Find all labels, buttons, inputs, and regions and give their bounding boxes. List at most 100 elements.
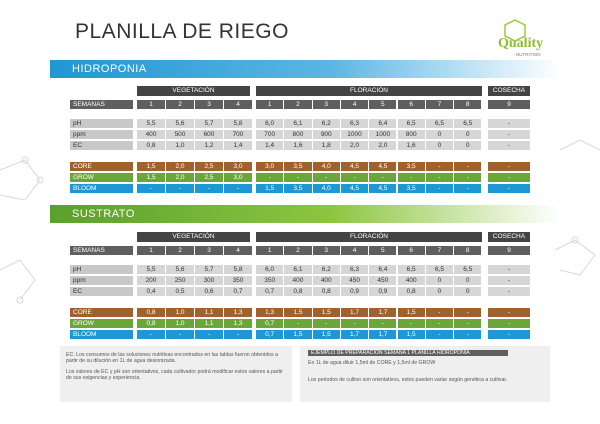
cell-value: 450 bbox=[369, 276, 397, 285]
cell-value: 0,7 bbox=[256, 287, 284, 296]
cell-value: 0,5 bbox=[166, 287, 194, 296]
cell-value: 1 bbox=[256, 246, 284, 255]
cell-value: 6,4 bbox=[369, 265, 397, 274]
cell-value: - bbox=[312, 173, 340, 182]
cell-value: 2,0 bbox=[166, 173, 194, 182]
note-text: En 1L de agua diluir 1,5ml de CORE y 1,5… bbox=[308, 360, 436, 366]
cell-value: 800 bbox=[397, 130, 425, 139]
cell-value: 5,8 bbox=[224, 265, 252, 274]
cell-value: - bbox=[488, 287, 530, 296]
cell-value: 1,5 bbox=[284, 308, 312, 317]
cell-value: - bbox=[195, 184, 223, 193]
cell-value: 9 bbox=[488, 246, 530, 255]
cell-value: 3 bbox=[312, 100, 340, 109]
cell-value: - bbox=[137, 184, 165, 193]
note-text: EC: Los consumos de las soluciones nutri… bbox=[66, 352, 278, 365]
cell-value: 400 bbox=[137, 130, 165, 139]
cell-value: 0,9 bbox=[340, 287, 369, 296]
cell-value: 1 bbox=[137, 100, 165, 109]
cell-value: 6,2 bbox=[312, 119, 340, 128]
row-label: CORE bbox=[70, 308, 133, 317]
cell-value: 6,5 bbox=[454, 119, 482, 128]
cell-value: 5,7 bbox=[195, 265, 223, 274]
cell-value: 250 bbox=[166, 276, 194, 285]
cell-value: 600 bbox=[195, 130, 223, 139]
cell-value: 1,8 bbox=[312, 141, 340, 150]
cell-value: 0,7 bbox=[256, 319, 284, 328]
cell-value: 3 bbox=[195, 100, 223, 109]
cell-value: 6,0 bbox=[256, 119, 284, 128]
cell-value: 0,8 bbox=[284, 287, 312, 296]
cell-value: 5,5 bbox=[137, 265, 165, 274]
cell-value: 5,6 bbox=[166, 265, 194, 274]
cell-value: - bbox=[425, 308, 454, 317]
cell-value: - bbox=[425, 330, 454, 339]
cell-value: 1,5 bbox=[312, 330, 340, 339]
cell-value: 1 bbox=[256, 100, 284, 109]
cell-value: - bbox=[488, 276, 530, 285]
cell-value: 6,5 bbox=[425, 265, 454, 274]
cell-value: 5,6 bbox=[166, 119, 194, 128]
cell-value: 350 bbox=[224, 276, 252, 285]
cell-value: 4,0 bbox=[312, 162, 340, 171]
cell-value: - bbox=[454, 173, 482, 182]
cell-value: - bbox=[340, 173, 369, 182]
row-label: EC bbox=[70, 141, 133, 150]
cell-value: 0 bbox=[425, 276, 454, 285]
cell-value: - bbox=[369, 173, 397, 182]
cell-value: 0,9 bbox=[369, 287, 397, 296]
cell-value: - bbox=[488, 184, 530, 193]
cell-value: 800 bbox=[284, 130, 312, 139]
section-bar bbox=[50, 205, 560, 223]
cell-value: 1,4 bbox=[224, 141, 252, 150]
cell-value: - bbox=[488, 119, 530, 128]
cell-value: - bbox=[454, 162, 482, 171]
cell-value: 0 bbox=[454, 130, 482, 139]
cell-value: 2 bbox=[166, 100, 194, 109]
row-label: ppm bbox=[70, 276, 133, 285]
cell-value: - bbox=[425, 173, 454, 182]
cell-value: 0 bbox=[454, 276, 482, 285]
cell-value: 1,1 bbox=[195, 308, 223, 317]
cell-value: - bbox=[488, 173, 530, 182]
cell-value: 1,5 bbox=[137, 173, 165, 182]
cell-value: 1,5 bbox=[312, 308, 340, 317]
cell-value: - bbox=[340, 319, 369, 328]
cell-value: - bbox=[397, 319, 425, 328]
cell-value: 300 bbox=[195, 276, 223, 285]
cell-value: 0,8 bbox=[137, 141, 165, 150]
cell-value: 6 bbox=[397, 100, 425, 109]
cell-value: - bbox=[425, 319, 454, 328]
cell-value: 3,0 bbox=[224, 173, 252, 182]
cell-value: 0 bbox=[425, 141, 454, 150]
cell-value: - bbox=[488, 319, 530, 328]
cell-value: 1,5 bbox=[397, 330, 425, 339]
cell-value: 5 bbox=[369, 100, 397, 109]
cell-value: 6,4 bbox=[369, 119, 397, 128]
cell-value: 1,5 bbox=[256, 184, 284, 193]
cell-value: 1,0 bbox=[166, 319, 194, 328]
cell-value: 0,8 bbox=[397, 287, 425, 296]
cell-value: 2,0 bbox=[340, 141, 369, 150]
cell-value: 6,5 bbox=[397, 265, 425, 274]
row-label: GROW bbox=[70, 319, 133, 328]
cell-value: - bbox=[137, 330, 165, 339]
cell-value: 500 bbox=[166, 130, 194, 139]
group-header: FLORACIÓN bbox=[256, 86, 482, 96]
cell-value: 1,6 bbox=[397, 141, 425, 150]
cell-value: 6 bbox=[397, 246, 425, 255]
cell-value: - bbox=[488, 330, 530, 339]
group-header: VEGETACIÓN bbox=[137, 232, 250, 242]
cell-value: 5,5 bbox=[137, 119, 165, 128]
logo-name: Quality bbox=[498, 36, 544, 51]
cell-value: - bbox=[256, 173, 284, 182]
cell-value: 1000 bbox=[340, 130, 369, 139]
cell-value: 0 bbox=[425, 287, 454, 296]
cell-value: 1,5 bbox=[397, 308, 425, 317]
cell-value: - bbox=[454, 319, 482, 328]
cell-value: 400 bbox=[397, 276, 425, 285]
row-label: CORE bbox=[70, 162, 133, 171]
cell-value: 400 bbox=[312, 276, 340, 285]
cell-value: - bbox=[488, 141, 530, 150]
cell-value: 400 bbox=[284, 276, 312, 285]
